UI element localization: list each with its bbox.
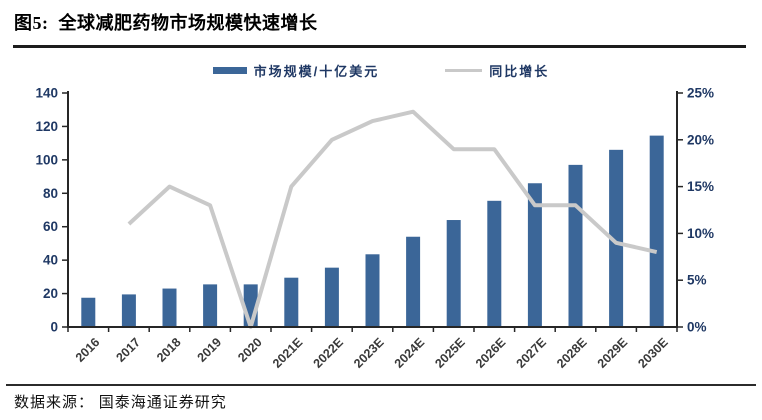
bar-2027E — [527, 183, 542, 327]
bar-2022E — [324, 267, 339, 327]
left-axis-tick-label: 80 — [43, 186, 58, 201]
x-axis-category-label: 2020 — [235, 335, 265, 365]
bar-2029E — [609, 149, 624, 327]
x-axis-category-label: 2025E — [432, 335, 467, 370]
source-divider — [6, 384, 756, 386]
right-axis-tick-label: 15% — [687, 179, 714, 194]
x-axis-category-label: 2016 — [73, 335, 103, 365]
x-axis-category-label: 2024E — [392, 335, 427, 370]
bar-2025E — [446, 220, 461, 327]
right-axis-tick-label: 25% — [687, 86, 714, 101]
bar-2026E — [487, 200, 502, 327]
left-axis-tick-label: 100 — [35, 152, 58, 167]
legend-item-yoy-growth: 同比增长 — [445, 61, 549, 80]
title-divider — [13, 45, 746, 48]
left-axis-tick-label: 60 — [43, 219, 58, 234]
left-axis-tick-label: 0 — [50, 320, 58, 335]
yoy-growth-line — [127, 109, 658, 329]
legend-label-market-size: 市场规模/十亿美元 — [253, 64, 380, 79]
bar-2030E — [649, 135, 664, 327]
combo-chart-svg: 0 20 40 60 80 100 120 140 0% 5% 10% 15% 20% 25% 2016 20… — [35, 86, 714, 371]
x-axis-category-label: 2023E — [351, 335, 386, 370]
chart-plot-area: 0 20 40 60 80 100 120 140 0% 5% 10% 15% 20% 25% 2016 20… — [0, 80, 762, 380]
right-axis-tick-label: 5% — [687, 273, 707, 288]
x-axis-category-label: 2022E — [311, 335, 346, 370]
figure-title: 图5: 全球减肥药物市场规模快速增长 — [14, 13, 318, 33]
bar-2028E — [568, 164, 583, 327]
left-axis-tick-label: 20 — [43, 286, 58, 301]
bar-series-swatch-icon — [212, 67, 247, 74]
bar-2024E — [406, 236, 421, 327]
left-axis-tick-label: 40 — [43, 253, 58, 268]
right-axis-tick-label: 20% — [687, 132, 714, 147]
bar-2018 — [162, 288, 177, 327]
bar-2019 — [203, 284, 218, 327]
bar-2016 — [81, 297, 96, 327]
x-axis-category-label: 2026E — [473, 335, 508, 370]
x-axis-category-label: 2019 — [195, 335, 225, 365]
bar-2017 — [121, 294, 136, 327]
legend-item-market-size: 市场规模/十亿美元 — [212, 61, 380, 80]
x-axis-category-label: 2017 — [113, 335, 143, 365]
right-axis-tick-label: 10% — [687, 226, 714, 241]
x-axis-category-label: 2021E — [270, 335, 305, 370]
left-axis-tick-label: 140 — [35, 86, 58, 101]
chart-legend: 市场规模/十亿美元 同比增长 — [0, 61, 762, 80]
x-axis-category-label: 2030E — [635, 335, 670, 370]
left-axis-tick-label: 120 — [35, 119, 58, 134]
line-series-swatch-icon — [445, 68, 483, 73]
legend-label-yoy-growth: 同比增长 — [489, 64, 550, 79]
bar-2023E — [365, 254, 380, 327]
x-axis-category-label: 2028E — [554, 335, 589, 370]
x-axis-category-label: 2027E — [514, 335, 549, 370]
source-text: 数据来源： 国泰海通证券研究 — [14, 395, 227, 411]
right-axis-tick-label: 0% — [687, 320, 707, 335]
x-axis-category-label: 2018 — [154, 335, 184, 365]
bar-2021E — [284, 277, 299, 327]
x-axis-category-label: 2029E — [595, 335, 630, 370]
